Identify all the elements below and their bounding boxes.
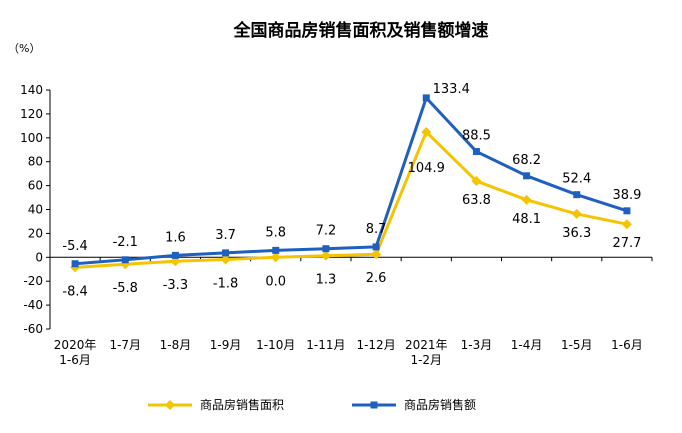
x-tick-label: 1-10月 — [256, 338, 295, 352]
legend-marker — [370, 401, 378, 409]
y-tick-label: 20 — [28, 226, 43, 240]
x-tick-label-line2: 1-6月 — [59, 353, 91, 367]
x-tick-label: 1-5月 — [561, 338, 593, 352]
data-point-area — [220, 254, 231, 265]
x-tick-label: 1-8月 — [160, 338, 192, 352]
data-point-area — [270, 252, 281, 263]
legend: 商品房销售面积 商品房销售额 — [148, 397, 476, 412]
data-point-sales — [422, 94, 430, 102]
data-label-area: 1.3 — [316, 273, 337, 288]
data-point-area — [471, 176, 482, 187]
data-point-sales — [322, 245, 330, 253]
data-label-sales: 38.9 — [612, 188, 641, 203]
data-point-area — [371, 249, 382, 260]
data-point-sales — [121, 256, 129, 264]
data-label-sales: 3.7 — [215, 228, 236, 243]
data-point-area — [521, 194, 532, 205]
y-tick-label: -40 — [23, 298, 43, 312]
series-line-area — [74, 130, 628, 269]
data-label-area: 63.8 — [462, 193, 491, 208]
series-area: -8.4 -5.8 -3.3 -1.8 0.0 1.3 2.6 104.9 63.8 48.1 36… — [62, 126, 641, 299]
data-label-sales: -5.4 — [62, 239, 87, 254]
x-tick-label: 2021年 — [405, 338, 448, 352]
data-point-sales — [573, 191, 581, 199]
data-label-area: 104.9 — [408, 161, 445, 176]
data-label-sales: 52.4 — [562, 172, 591, 187]
y-tick-label: 120 — [20, 107, 43, 121]
data-point-area — [421, 126, 432, 137]
data-label-sales: 7.2 — [316, 224, 337, 239]
data-label-area: 2.6 — [366, 271, 387, 286]
data-point-area — [571, 208, 582, 219]
series-line-sales — [74, 96, 628, 266]
x-tick-label-line2: 1-2月 — [410, 353, 442, 367]
data-point-sales — [71, 260, 79, 268]
data-point-sales — [222, 249, 230, 257]
y-tick-label: 80 — [28, 155, 43, 169]
data-point-sales — [623, 207, 631, 215]
chart-title: 全国商品房销售面积及销售额增速 — [233, 20, 489, 41]
x-tick-label: 1-3月 — [461, 338, 493, 352]
data-label-sales: 68.2 — [512, 153, 541, 168]
data-point-sales — [171, 251, 179, 259]
data-label-area: 27.7 — [612, 236, 641, 251]
x-tick-label: 1-7月 — [109, 338, 141, 352]
x-tick-label: 1-12月 — [356, 338, 395, 352]
data-point-area — [621, 219, 632, 230]
data-label-area: 48.1 — [512, 212, 541, 227]
legend-marker — [165, 400, 175, 410]
legend-label: 商品房销售额 — [404, 397, 476, 412]
x-tick-label: 2020年 — [54, 338, 97, 352]
data-label-area: -8.4 — [62, 284, 87, 299]
x-tick-label: 1-11月 — [306, 338, 345, 352]
legend-label: 商品房销售面积 — [200, 397, 284, 412]
x-tick-label: 1-4月 — [511, 338, 543, 352]
y-tick-label: 60 — [28, 179, 43, 193]
legend-item-sales: 商品房销售额 — [352, 397, 476, 412]
data-label-area: 0.0 — [265, 274, 286, 289]
data-label-sales: 8.7 — [366, 222, 387, 237]
data-label-sales: 133.4 — [433, 82, 470, 97]
y-tick-label: -20 — [23, 274, 43, 288]
data-label-area: -3.3 — [163, 278, 188, 293]
data-point-sales — [472, 148, 480, 156]
series-sales: -5.4 -2.1 1.6 3.7 5.8 7.2 8.7 133.4 88.5 68.2 52.4… — [62, 82, 641, 268]
data-point-sales — [272, 246, 280, 254]
data-label-sales: 1.6 — [165, 230, 186, 245]
data-label-sales: 5.8 — [265, 225, 286, 240]
y-axis-unit: （%） — [8, 42, 40, 55]
data-label-area: -5.8 — [113, 281, 138, 296]
data-label-sales: -2.1 — [113, 235, 138, 250]
series-layer: -8.4 -5.8 -3.3 -1.8 0.0 1.3 2.6 104.9 63.8 48.1 36… — [62, 82, 641, 299]
data-point-sales — [372, 243, 380, 251]
y-tick-label: -60 — [23, 322, 43, 336]
data-label-area: 36.3 — [562, 226, 591, 241]
data-label-sales: 88.5 — [462, 129, 491, 144]
x-tick-label: 1-9月 — [210, 338, 242, 352]
data-point-sales — [523, 172, 531, 180]
data-point-area — [320, 250, 331, 261]
y-tick-label: 140 — [20, 83, 43, 97]
data-label-area: -1.8 — [213, 276, 238, 291]
x-tick-label: 1-6月 — [611, 338, 643, 352]
y-tick-label: 40 — [28, 203, 43, 217]
y-tick-label: 0 — [35, 250, 43, 264]
axes: -60-40-200204060801001201402020年1-6月1-7月… — [20, 83, 653, 367]
y-tick-label: 100 — [20, 131, 43, 145]
legend-item-area: 商品房销售面积 — [148, 397, 284, 412]
